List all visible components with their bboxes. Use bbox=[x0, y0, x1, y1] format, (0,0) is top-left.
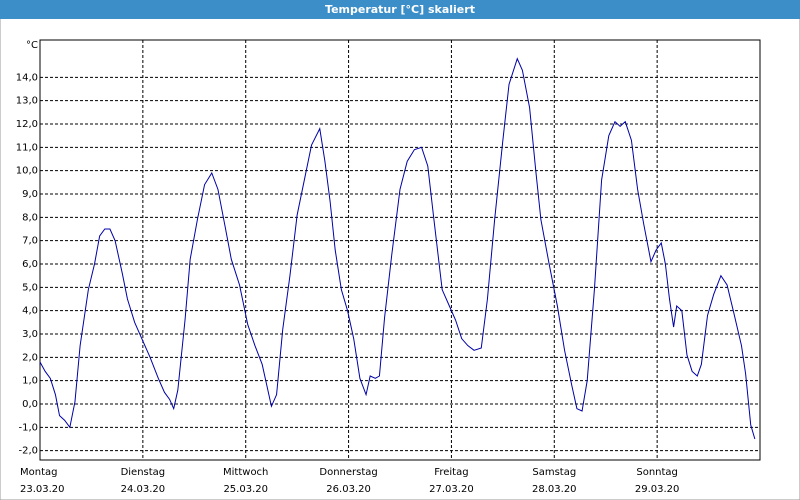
x-tick-date: 27.03.20 bbox=[429, 484, 474, 495]
y-tick-label: -1,0 bbox=[18, 422, 38, 433]
y-tick-label: 8,0 bbox=[22, 212, 38, 223]
x-tick-label: Dienstag bbox=[121, 467, 166, 478]
y-unit: °C bbox=[26, 40, 38, 51]
temperature-line bbox=[39, 57, 756, 440]
y-tick-label: 14,0 bbox=[16, 72, 38, 83]
x-tick-label: Montag bbox=[20, 467, 57, 478]
y-tick-label: 11,0 bbox=[16, 142, 38, 153]
y-tick-label: 7,0 bbox=[22, 236, 38, 247]
x-tick-date: 28.03.20 bbox=[532, 484, 577, 495]
x-tick-label: Mittwoch bbox=[223, 467, 268, 478]
y-tick-label: 12,0 bbox=[16, 119, 38, 130]
plot-frame bbox=[39, 39, 761, 461]
x-tick-date: 23.03.20 bbox=[20, 484, 65, 495]
y-tick-label: 5,0 bbox=[22, 282, 38, 293]
y-tick-label: -2,0 bbox=[18, 446, 38, 457]
x-tick-date: 25.03.20 bbox=[223, 484, 268, 495]
x-tick-label: Donnerstag bbox=[319, 467, 377, 478]
x-tick-label: Samstag bbox=[532, 467, 576, 478]
y-tick-label: 2,0 bbox=[22, 352, 38, 363]
title-bar bbox=[0, 0, 800, 19]
y-tick-label: 13,0 bbox=[16, 96, 38, 107]
y-tick-label: 4,0 bbox=[22, 306, 38, 317]
x-tick-label: Freitag bbox=[434, 467, 468, 478]
x-tick-date: 29.03.20 bbox=[635, 484, 680, 495]
y-tick-label: 10,0 bbox=[16, 166, 38, 177]
x-tick-label: Sonntag bbox=[636, 467, 678, 478]
y-tick-label: 0,0 bbox=[22, 399, 38, 410]
chart-title: Temperatur [°C] skaliert bbox=[325, 3, 475, 16]
y-tick-label: 9,0 bbox=[22, 189, 38, 200]
x-tick-date: 24.03.20 bbox=[121, 484, 166, 495]
y-tick-label: 6,0 bbox=[22, 259, 38, 270]
y-tick-label: 1,0 bbox=[22, 376, 38, 387]
x-tick-date: 26.03.20 bbox=[326, 484, 371, 495]
y-tick-label: 3,0 bbox=[22, 329, 38, 340]
